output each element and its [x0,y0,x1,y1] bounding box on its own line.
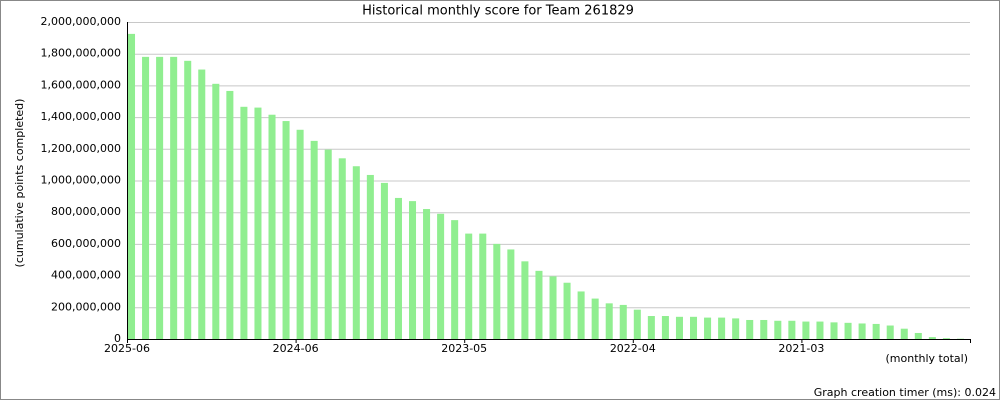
y-tick-label: 600,000,000 [51,237,121,250]
bar [633,309,641,339]
bar [675,316,683,339]
bar [465,233,473,339]
bar [549,276,557,339]
footer: Graph creation timer (ms): 0.024 [814,386,996,399]
x-tick-label: 2022-04 [610,342,656,355]
bar [240,106,248,339]
bar [942,338,950,339]
bar [563,282,571,339]
bar [521,261,529,339]
bar [788,320,796,339]
bar [647,316,655,339]
x-axis-label: (monthly total) [886,352,969,365]
bar [212,83,220,339]
bar [802,321,810,339]
y-tick-label: 1,600,000,000 [41,78,121,91]
bar [718,317,726,339]
bar [310,140,318,339]
chart-title: Historical monthly score for Team 261829 [362,4,634,19]
bar [830,322,838,339]
bar [282,121,290,339]
bar [774,320,782,339]
bar [844,322,852,339]
bar [914,332,922,339]
bar [184,60,192,340]
bar [704,317,712,339]
bar [928,337,936,339]
bar [493,243,501,339]
bar [886,325,894,339]
bar [268,114,276,339]
bar [577,291,585,339]
y-tick-label: 800,000,000 [51,205,121,218]
bar [352,166,360,339]
bar [366,174,374,339]
bar [296,129,304,339]
bar [142,56,150,340]
y-tick-label: 1,800,000,000 [41,47,121,60]
bar [198,69,206,340]
bar [872,323,880,339]
y-tick-label: 2,000,000,000 [41,15,121,28]
y-tick-label: 1,000,000,000 [41,174,121,187]
bar [451,220,459,339]
bar [226,90,234,339]
y-tick-label: 1,400,000,000 [41,110,121,123]
bar [816,321,824,339]
bar [394,197,402,339]
x-tick-label: 2023-05 [441,342,487,355]
bar [338,158,346,339]
bar [661,316,669,339]
y-axis-label: (cumulative points completed) [13,99,26,268]
bar [409,201,417,339]
bar [858,323,866,339]
bar [437,213,445,339]
bar [254,107,262,339]
bar [479,233,487,339]
bar [732,318,740,339]
bar [128,33,136,339]
bar [423,209,431,339]
x-tick-label: 2025-06 [104,342,150,355]
y-tick-label: 400,000,000 [51,269,121,282]
bar [690,316,698,339]
x-tick-label: 2021-03 [778,342,824,355]
bar [760,319,768,339]
y-tick-label: 0 [114,332,121,345]
bar [591,298,599,339]
y-tick-label: 200,000,000 [51,300,121,313]
bar [380,182,388,339]
bar [324,149,332,339]
x-tick-label: 2024-06 [273,342,319,355]
y-tick-label: 1,200,000,000 [41,142,121,155]
bar [170,56,178,340]
bar [605,303,613,339]
bar [507,249,515,339]
bar [156,56,164,340]
bar [619,304,627,339]
bar [746,319,754,339]
bar [535,270,543,339]
bar [900,328,908,339]
